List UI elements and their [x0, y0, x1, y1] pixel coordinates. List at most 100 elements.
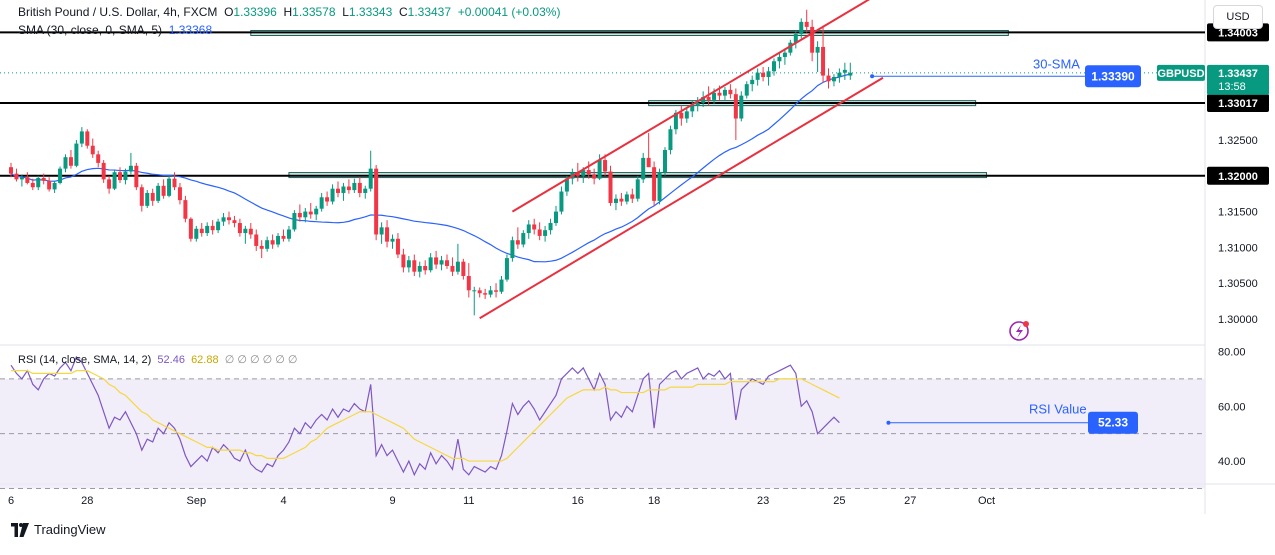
candle-body [265, 240, 270, 249]
open-label: O [224, 5, 234, 19]
currency-button[interactable]: USD [1213, 5, 1263, 29]
candle-body [417, 265, 422, 272]
candle-body [107, 179, 112, 189]
rsi-legend-placeholders: ∅ ∅ ∅ ∅ ∅ ∅ [224, 354, 298, 366]
candle-body [139, 187, 144, 206]
candle-body [657, 172, 662, 201]
rsi-annotation-value: 52.33 [1098, 416, 1128, 430]
rsi-ma-line [11, 370, 840, 462]
candle-body [521, 233, 526, 245]
candle-body [172, 178, 177, 188]
candle-body [434, 257, 439, 265]
candle-body [575, 172, 580, 176]
time-tick-label: 4 [280, 495, 286, 507]
annotations: 30-SMA 1.33390 RSI Value 52.33 [870, 56, 1141, 434]
rsi-annotation-text: RSI Value [1029, 402, 1087, 417]
candle-body [564, 178, 569, 192]
candle-body [499, 279, 504, 292]
symbol-tag-label: GBPUSD [1157, 68, 1204, 80]
current-price-label: 1.33437 [1218, 68, 1258, 80]
rsi-annotation-dot [886, 420, 891, 425]
candle-body [554, 211, 558, 224]
time-tick-label: 6 [8, 495, 14, 507]
candle-body [352, 182, 357, 191]
candle-body [308, 211, 313, 215]
price-tick-label: 1.31000 [1218, 242, 1258, 254]
candle-body [336, 188, 340, 193]
candle-body [167, 178, 172, 196]
time-tick-label: 16 [572, 495, 584, 507]
candle-body [194, 228, 199, 239]
candle-body [837, 72, 842, 78]
candle-body [815, 46, 820, 53]
time-tick-label: 23 [757, 495, 769, 507]
time-axis: 6 28 Sep 4 9 11 16 18 23 25 27 Oct [8, 495, 995, 507]
candle-body [488, 290, 493, 295]
candle-body [793, 34, 798, 43]
candle-body [690, 105, 695, 112]
candle-body [286, 229, 291, 239]
candle-body [216, 221, 221, 231]
symbol-tag [1157, 64, 1205, 81]
candle-body [728, 89, 733, 95]
high-value: 1.33578 [292, 5, 336, 19]
candle-body [205, 225, 210, 234]
footer-brand[interactable]: TradingView [11, 522, 106, 537]
channel-upper-line [511, 0, 871, 213]
candle-body [74, 143, 79, 166]
candle-body [58, 168, 63, 183]
rsi-tick-label: 40.00 [1218, 456, 1246, 468]
candle-body [330, 188, 335, 202]
candle-body [118, 172, 122, 181]
candle-body [303, 211, 308, 218]
candle-body [777, 56, 782, 62]
rsi-annotation-box [1088, 411, 1138, 434]
candle-body [237, 223, 242, 234]
candle-body [739, 95, 744, 119]
replay-icon[interactable] [1009, 321, 1029, 341]
candle-body [112, 172, 117, 189]
candle-body [510, 240, 515, 259]
candle-body [221, 217, 226, 222]
candle-body [346, 186, 351, 191]
candle-body [466, 276, 471, 291]
candle-body [150, 192, 155, 201]
current-price-tag [1207, 64, 1269, 95]
candle-body [14, 173, 19, 180]
candle-body [581, 170, 586, 176]
candle-body [325, 197, 330, 202]
candle-body [227, 217, 231, 221]
price-tick-label: 1.30500 [1218, 278, 1258, 290]
candle-body [695, 102, 700, 106]
candle-body [101, 162, 106, 180]
symbol-title: British Pound / U.S. Dollar, 4h, FXCM [18, 5, 218, 19]
rsi-tick-label: 60.00 [1218, 401, 1246, 413]
candle-body [177, 187, 182, 201]
candle-body [314, 208, 319, 215]
candle-body [319, 197, 324, 209]
candle-body [733, 94, 738, 119]
candle-body [842, 69, 847, 73]
candle-body [630, 194, 635, 199]
channel-lower-line [479, 76, 884, 320]
candle-body [603, 160, 608, 172]
rsi-legend[interactable]: RSI (14, close, SMA, 14, 2) 52.46 62.88 … [18, 353, 298, 366]
candle-body [559, 191, 564, 212]
candle-body [25, 177, 30, 183]
candle-body [761, 72, 766, 78]
candle-body [455, 261, 460, 272]
support-resistance-zones [250, 29, 1009, 179]
low-value: 1.33343 [348, 5, 393, 19]
candle-body [532, 224, 537, 230]
sma-legend[interactable]: SMA (30, close, 0, SMA, 5) 1.33368 [18, 23, 212, 37]
level-price-tag [1207, 93, 1269, 112]
candle-body [128, 165, 133, 172]
price-tick-label: 1.32500 [1218, 135, 1258, 147]
candle-body [188, 218, 193, 239]
rsi-lines [10, 355, 840, 477]
candle-body [652, 167, 657, 201]
price-tick-label: 1.30000 [1218, 314, 1258, 326]
candle-body [259, 245, 264, 249]
candle-body [712, 92, 717, 100]
